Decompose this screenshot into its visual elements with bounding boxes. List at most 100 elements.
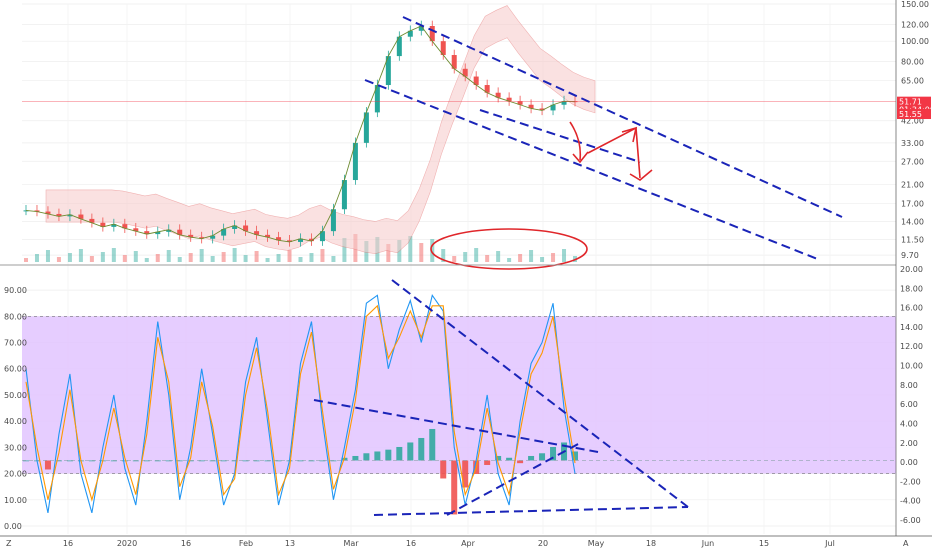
volume-bar (133, 251, 138, 262)
time-axis-tick[interactable]: Apr (461, 539, 476, 548)
volume-bar (540, 257, 545, 262)
price-axis-tick[interactable]: 150.00 (901, 0, 929, 9)
time-axis-tick[interactable]: Mar (343, 539, 359, 548)
price-axis-tick[interactable]: 14.00 (901, 217, 924, 226)
osc-axis-right-tick[interactable]: -6.00 (900, 516, 921, 525)
osc-trendline-2[interactable] (313, 399, 599, 453)
red-annotations[interactable] (430, 121, 653, 270)
osc-trendline-4[interactable] (446, 442, 581, 516)
time-axis-tick[interactable]: 16 (181, 539, 191, 548)
volume-bar (408, 236, 413, 262)
price-trendline-lower[interactable] (479, 109, 641, 163)
osc-axis-left-tick[interactable]: 0.00 (4, 522, 22, 531)
price-axis-tick[interactable]: 11.50 (901, 236, 924, 245)
osc-axis-left-tick[interactable]: 20.00 (4, 470, 27, 479)
osc-trendline-3[interactable] (373, 506, 689, 516)
osc-axis-right-tick[interactable]: 8.00 (900, 381, 918, 390)
price-axis-tick[interactable]: 17.00 (901, 200, 924, 209)
osc-axis-right-tick[interactable]: 6.00 (900, 400, 918, 409)
volume-bar (232, 248, 237, 262)
price-panel[interactable] (22, 5, 896, 262)
osc-axis-right-tick[interactable]: -4.00 (900, 497, 921, 506)
time-axis-tick[interactable]: Jun (701, 539, 715, 548)
osc-axis-left-tick[interactable]: 50.00 (4, 391, 27, 400)
histogram-bar (231, 460, 238, 462)
corner-label-left[interactable]: Z (6, 539, 12, 548)
red-arrow-head[interactable] (621, 126, 638, 143)
osc-axis-right-tick[interactable]: -2.00 (900, 477, 921, 486)
osc-axis-right-tick[interactable]: 12.00 (900, 342, 923, 351)
time-axis-tick[interactable]: 16 (63, 539, 73, 548)
volume-bar (309, 253, 314, 262)
histogram-bar (396, 446, 403, 461)
oscillator-axis-right[interactable]: 20.00 18.00 16.00 14.00 12.00 10.00 8.00 6.00 4.… (900, 265, 923, 525)
osc-axis-right-tick[interactable]: 4.00 (900, 419, 918, 428)
osc-axis-right-tick[interactable]: 14.00 (900, 323, 923, 332)
histogram-bar (44, 460, 51, 470)
time-axis-tick[interactable]: 18 (646, 539, 656, 548)
osc-axis-right-tick[interactable]: 2.00 (900, 439, 918, 448)
time-axis-tick[interactable]: Feb (239, 539, 253, 548)
corner-label-right[interactable]: A (903, 539, 909, 548)
osc-axis-left-tick[interactable]: 30.00 (4, 443, 27, 452)
osc-axis-right-tick[interactable]: 16.00 (900, 304, 923, 313)
osc-axis-right-tick[interactable]: 20.00 (900, 265, 923, 274)
price-axis-tick[interactable]: 9.70 (901, 251, 919, 260)
price-trendline-upper[interactable] (402, 16, 843, 218)
histogram-bar (495, 455, 502, 461)
trendline-drawings[interactable] (313, 16, 843, 516)
time-axis-tick[interactable]: 16 (406, 539, 416, 548)
oscillator-axis-left[interactable]: 90.00 80.00 70.00 60.00 50.00 40.00 30.00 20.00… (4, 286, 27, 531)
osc-axis-left-tick[interactable]: 90.00 (4, 286, 27, 295)
price-axis-tick[interactable]: 42.00 (901, 117, 924, 126)
price-axis[interactable]: 150.00 120.00 100.00 80.00 65.00 42.00 33.00 27… (901, 0, 929, 260)
histogram-bar (264, 460, 271, 462)
time-axis-tick[interactable]: Jul (824, 539, 835, 548)
osc-axis-right-tick[interactable]: 10.00 (900, 362, 923, 371)
osc-trendline-1[interactable] (391, 279, 689, 508)
osc-axis-left-tick[interactable]: 70.00 (4, 339, 27, 348)
candle-body (341, 180, 347, 210)
candle-body (254, 231, 260, 235)
price-trendline-middle[interactable] (364, 79, 821, 261)
candle-body (374, 85, 380, 113)
time-axis-tick[interactable]: 15 (759, 539, 769, 548)
oscillator-panel[interactable] (22, 294, 896, 515)
volume-bar (67, 253, 72, 262)
candle-body (188, 234, 194, 238)
candle-body (308, 238, 314, 242)
price-axis-tick[interactable]: 33.00 (901, 139, 924, 148)
candle-body (506, 97, 512, 102)
osc-axis-left-tick[interactable]: 80.00 (4, 312, 27, 321)
osc-axis-right-tick[interactable]: 0.00 (900, 458, 918, 467)
histogram-bar (165, 460, 172, 462)
price-axis-tick[interactable]: 21.00 (901, 180, 924, 189)
candle-body (111, 224, 117, 227)
time-axis-tick[interactable]: May (588, 539, 605, 548)
price-axis-tick[interactable]: 80.00 (901, 58, 924, 67)
price-axis-tick[interactable]: 100.00 (901, 37, 929, 46)
red-volume-ellipse[interactable] (430, 228, 588, 270)
overbought-oversold-band (22, 316, 896, 474)
volume-bar (507, 258, 512, 262)
osc-axis-left-tick[interactable]: 40.00 (4, 417, 27, 426)
red-arrow-down-1[interactable] (569, 121, 589, 164)
osc-axis-right-tick[interactable]: 18.00 (900, 284, 923, 293)
time-axis[interactable]: 16 2020 16 Feb 13 Mar 16 Apr 20 May 18 Jun 15 Jul (63, 539, 835, 548)
histogram-bar (572, 451, 578, 461)
price-axis-tick[interactable]: 65.00 (901, 77, 924, 86)
histogram-bar (319, 460, 326, 462)
candle-body (495, 92, 501, 98)
time-axis-tick[interactable]: 2020 (117, 539, 137, 548)
price-axis-tick[interactable]: 27.00 (901, 157, 924, 166)
time-axis-tick[interactable]: 20 (538, 539, 548, 548)
candle-body (451, 55, 457, 69)
time-axis-tick[interactable]: 13 (285, 539, 295, 548)
volume-bar (342, 238, 347, 262)
oscillator-lines (25, 294, 576, 514)
price-axis-tick[interactable]: 120.00 (901, 20, 929, 29)
osc-axis-left-tick[interactable]: 60.00 (4, 365, 27, 374)
osc-axis-left-tick[interactable]: 10.00 (4, 496, 27, 505)
histogram-bar (385, 449, 392, 461)
